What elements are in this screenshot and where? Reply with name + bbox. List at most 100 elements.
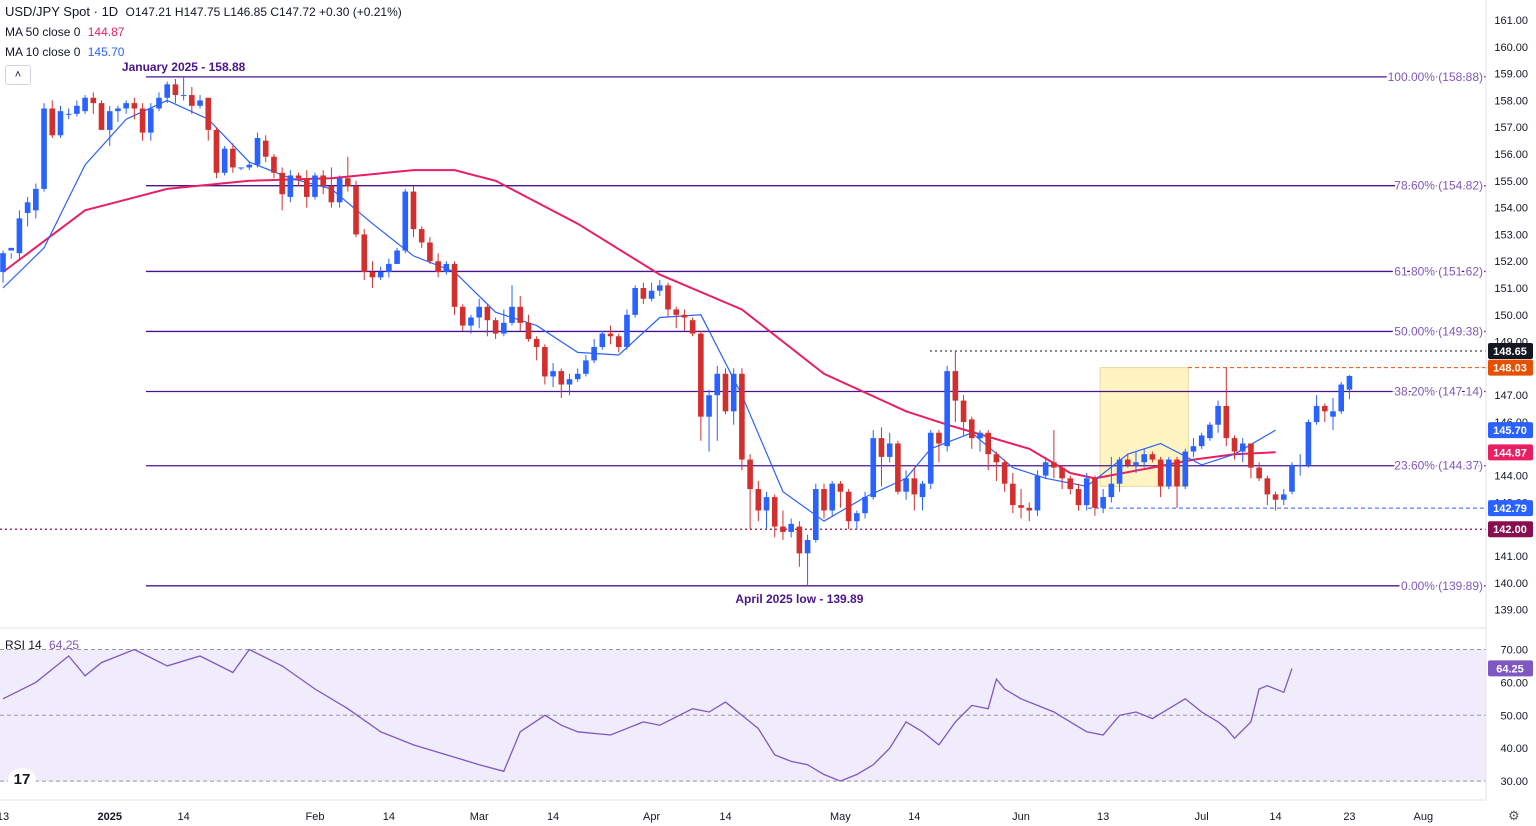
rsi-tick-label: 40.00 xyxy=(1500,743,1528,755)
candle xyxy=(1256,462,1262,481)
candle-body xyxy=(886,443,893,457)
candle-body xyxy=(1256,467,1262,479)
price-tick-label: 159.00 xyxy=(1494,69,1528,81)
candle xyxy=(673,306,680,329)
candle-body xyxy=(583,360,589,374)
symbol-title[interactable]: USD/JPY Spot · 1D xyxy=(5,4,119,19)
candle xyxy=(1010,472,1016,514)
candle-body xyxy=(936,432,942,444)
candle-body xyxy=(468,317,474,326)
candle xyxy=(681,309,688,331)
candle-body xyxy=(533,338,540,347)
candle-body xyxy=(451,263,458,307)
candle-body xyxy=(1289,464,1295,492)
candle-body xyxy=(410,191,417,230)
candle-body xyxy=(591,347,597,361)
candle xyxy=(739,368,745,471)
candle xyxy=(238,167,244,171)
candle xyxy=(509,285,515,326)
candle-body xyxy=(197,100,203,106)
candle-body xyxy=(254,137,261,165)
candle xyxy=(271,154,277,179)
candle xyxy=(254,132,261,168)
candle-body xyxy=(345,178,351,187)
candle-body xyxy=(279,172,285,195)
candle-body xyxy=(1018,505,1024,508)
candle xyxy=(451,261,458,315)
candle-body xyxy=(394,250,400,264)
ma10-legend[interactable]: MA 10 close 0 145.70 xyxy=(5,45,124,59)
candle-body xyxy=(911,478,918,495)
candle xyxy=(402,188,409,254)
price-tag-bg xyxy=(1488,343,1533,360)
time-tick-label: 14 xyxy=(177,811,189,823)
candle-body xyxy=(542,347,548,377)
candle xyxy=(632,285,638,318)
candle xyxy=(295,172,302,187)
candle-body xyxy=(33,188,39,211)
candle-body xyxy=(558,371,565,385)
fib-label: 50.00% (149.38) xyxy=(1394,324,1483,338)
candle xyxy=(591,338,597,364)
candle xyxy=(303,170,310,208)
candle-body xyxy=(862,497,868,514)
candle-body xyxy=(829,483,836,511)
candle xyxy=(533,336,540,361)
candle xyxy=(886,432,893,463)
candle xyxy=(1124,454,1131,468)
candle-body xyxy=(854,513,860,522)
tradingview-logo-icon[interactable]: 17 xyxy=(8,768,36,792)
candle xyxy=(476,298,482,329)
candle-body xyxy=(139,108,146,133)
candle-body xyxy=(1075,489,1082,506)
candle xyxy=(8,247,15,259)
candlesticks[interactable] xyxy=(0,76,1353,586)
price-tick-label: 152.00 xyxy=(1494,256,1528,268)
candle-body xyxy=(1231,438,1238,452)
candle xyxy=(648,282,655,302)
candle xyxy=(1141,448,1147,468)
candle xyxy=(180,76,187,101)
candle-body xyxy=(681,314,688,318)
candle-body xyxy=(870,438,877,498)
rsi-legend[interactable]: RSI 14 64.25 xyxy=(5,638,79,652)
candle-body xyxy=(1215,405,1221,425)
candle xyxy=(977,430,983,452)
candle xyxy=(615,333,622,353)
candle-body xyxy=(41,108,47,189)
candle-body xyxy=(1051,462,1057,468)
candle-body xyxy=(57,111,64,136)
candle-body xyxy=(960,400,967,423)
price-tick-label: 147.00 xyxy=(1494,390,1528,402)
candle-body xyxy=(189,95,195,106)
candle-body xyxy=(837,483,844,492)
candle-body xyxy=(1010,483,1016,506)
candle xyxy=(65,108,72,120)
candle xyxy=(862,491,868,519)
candle xyxy=(1239,438,1246,463)
candle-body xyxy=(1305,422,1312,465)
candle-body xyxy=(525,322,532,339)
candle-body xyxy=(689,320,696,334)
candle xyxy=(1059,464,1065,490)
candle xyxy=(172,79,179,104)
candle xyxy=(123,100,129,114)
candle xyxy=(1133,451,1139,473)
candle-body xyxy=(1067,478,1074,490)
candle xyxy=(164,81,170,104)
collapse-legend-button[interactable]: ˄ xyxy=(5,65,31,85)
candle xyxy=(320,170,326,195)
time-tick-label: Apr xyxy=(643,811,660,823)
candle-body xyxy=(1108,483,1115,498)
fib-label: 78.60% (154.82) xyxy=(1394,179,1483,193)
ma50-legend[interactable]: MA 50 close 0 144.87 xyxy=(5,25,124,39)
gear-icon[interactable]: ⚙ xyxy=(1508,808,1520,823)
candle xyxy=(607,325,614,345)
candle xyxy=(147,103,154,141)
candle xyxy=(1346,375,1353,400)
candle xyxy=(1100,489,1106,514)
candle-body xyxy=(1133,462,1139,465)
price-tag-label: 142.79 xyxy=(1493,503,1527,515)
candle xyxy=(443,261,450,275)
